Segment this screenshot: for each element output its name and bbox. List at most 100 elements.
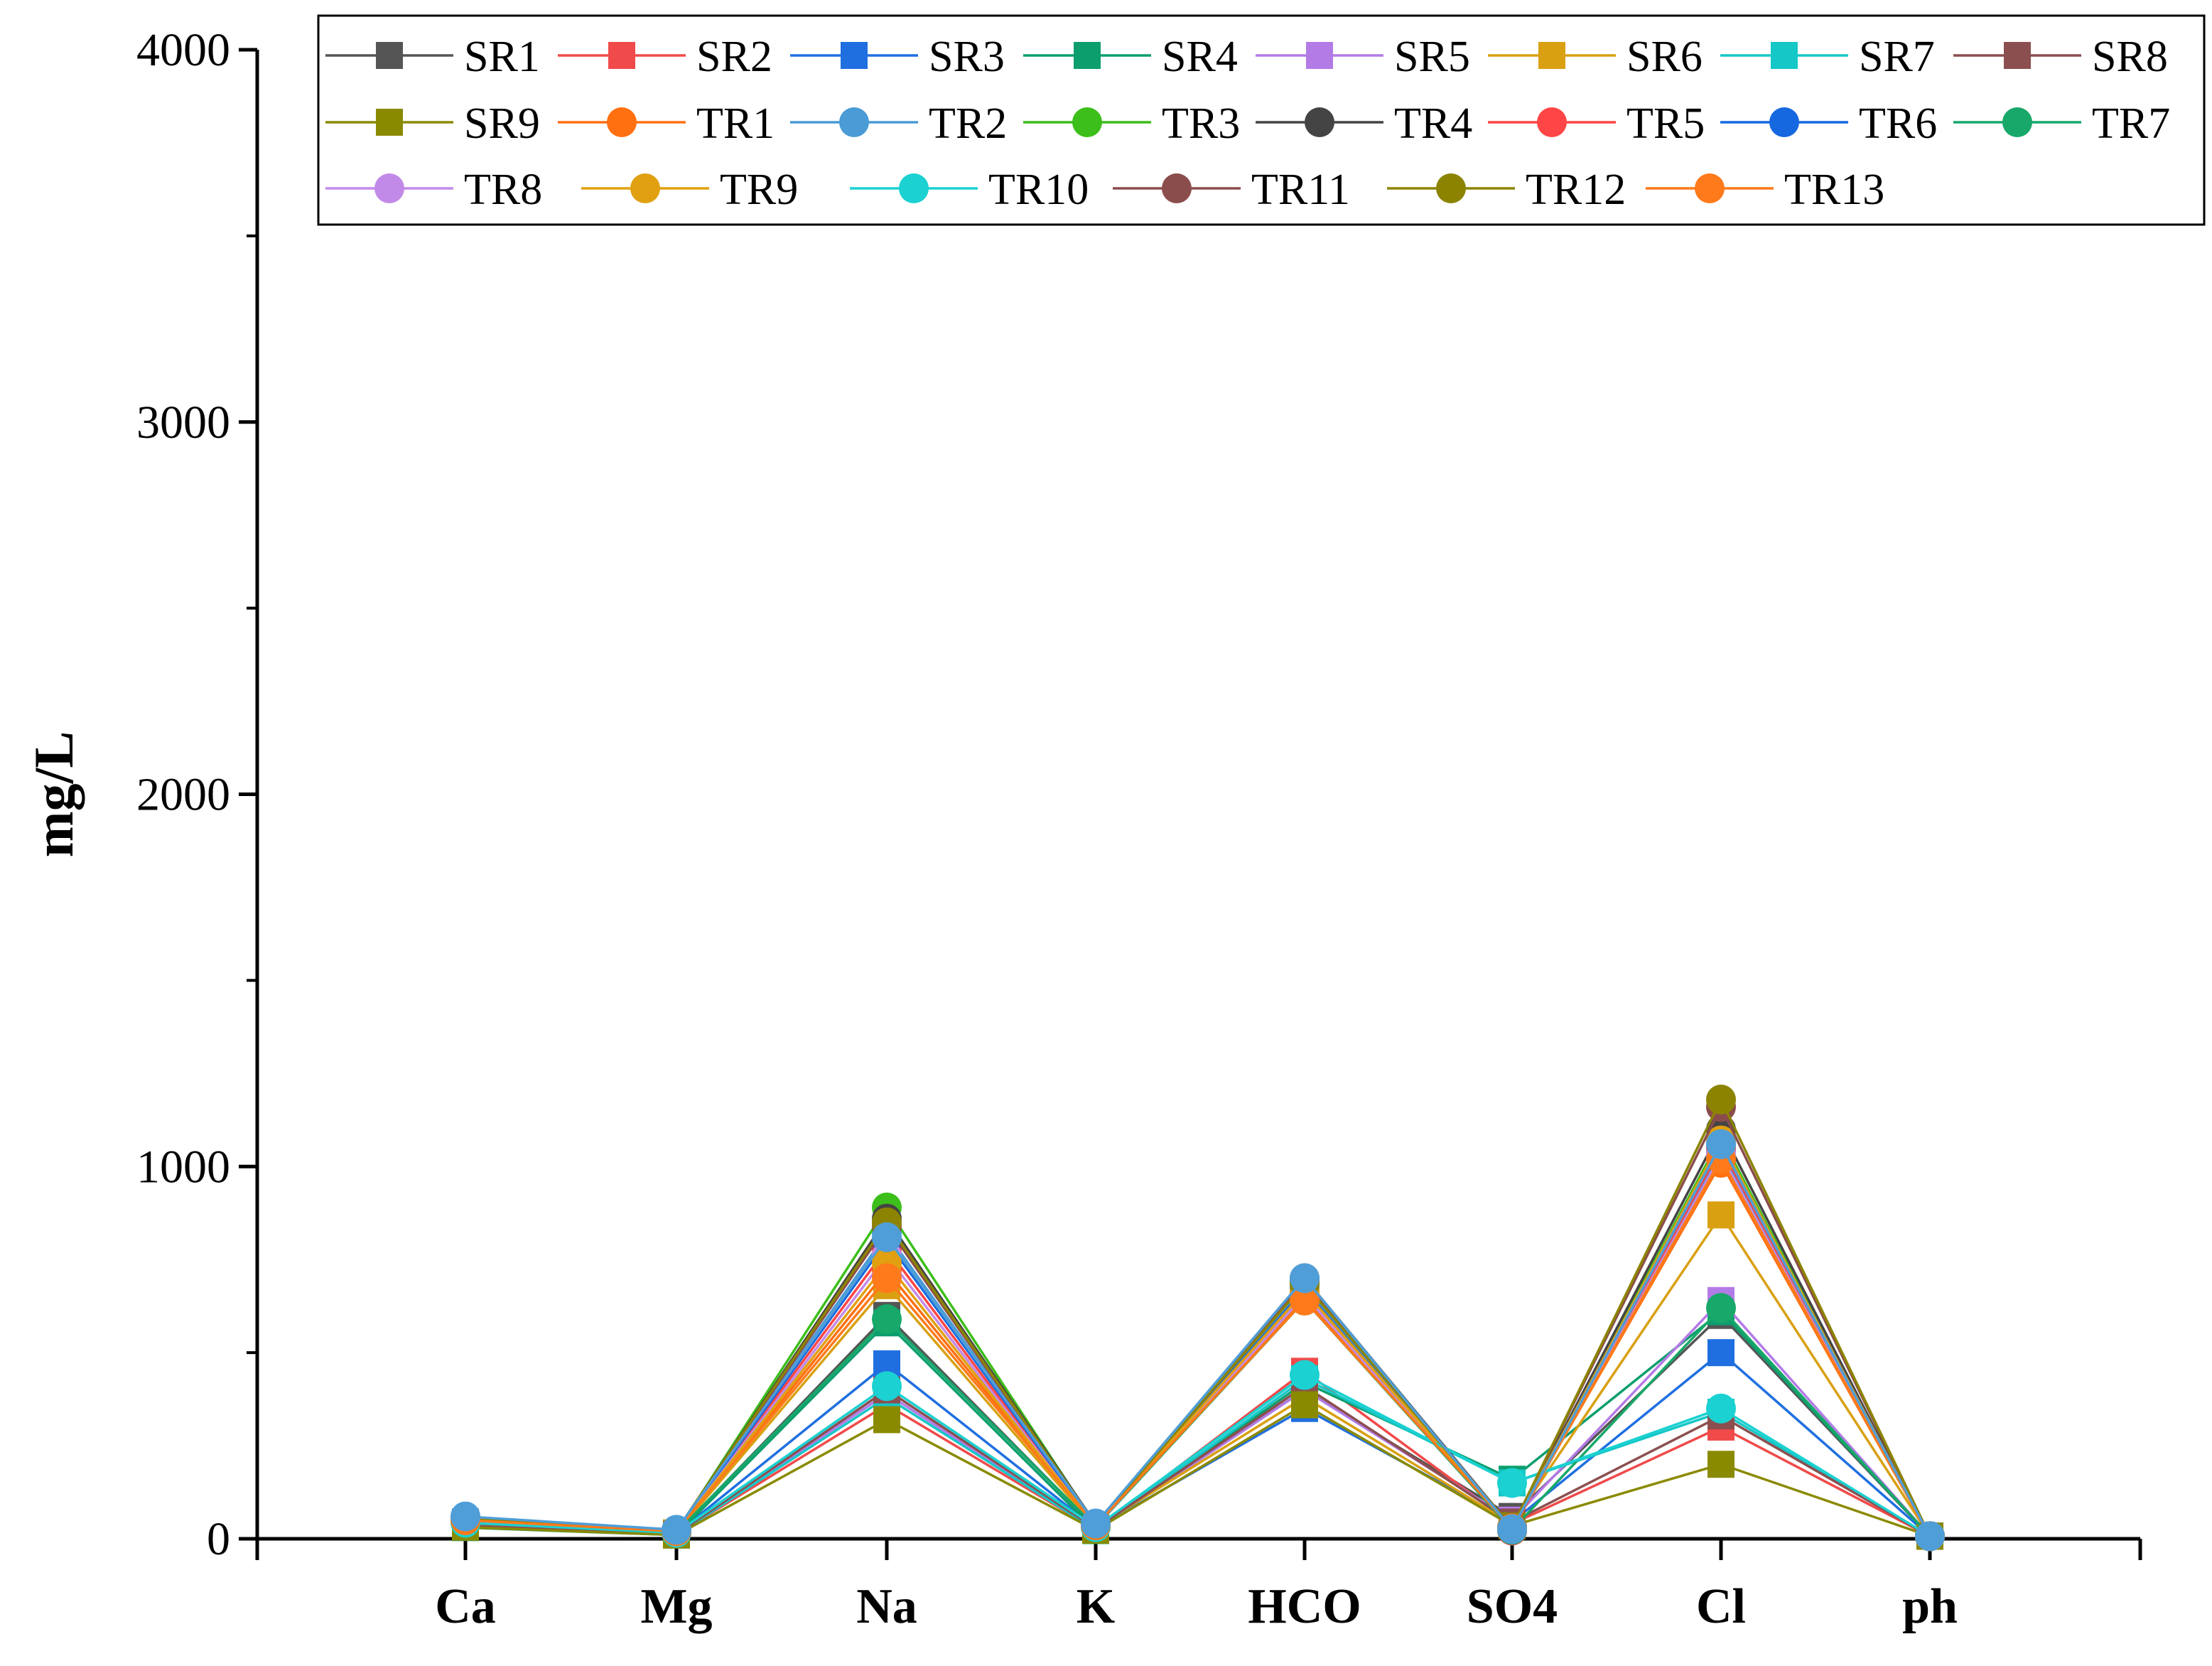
series-line <box>465 1373 1931 1537</box>
legend-marker <box>374 173 404 203</box>
legend-label: TR12 <box>1526 166 1626 214</box>
legend-marker <box>1074 42 1101 69</box>
legend-marker <box>1538 42 1565 69</box>
legend-label: TR7 <box>2092 100 2170 148</box>
data-point <box>1291 1391 1318 1419</box>
x-tick-label: HCO <box>1248 1579 1361 1634</box>
series-line <box>465 1158 1931 1537</box>
legend-label: TR4 <box>1394 100 1472 148</box>
legend-marker <box>1537 107 1567 137</box>
data-point <box>872 1304 902 1334</box>
legend-label: SR1 <box>464 33 540 81</box>
legend-item-tr11: TR11 <box>1113 166 1350 214</box>
data-point <box>1706 1084 1736 1114</box>
x-tick-label: Cl <box>1696 1579 1746 1634</box>
legend-label: TR9 <box>720 166 798 214</box>
data-point <box>1497 1514 1527 1544</box>
series-line <box>465 1385 1931 1537</box>
series-lines <box>451 1084 1945 1552</box>
x-tick-label: Na <box>856 1579 917 1634</box>
legend-item-tr13: TR13 <box>1646 166 1884 214</box>
x-tick-label: Ca <box>435 1579 496 1634</box>
legend-label: TR1 <box>696 100 775 148</box>
legend-label: TR2 <box>929 100 1007 148</box>
legend-label: TR11 <box>1251 166 1350 214</box>
series-line <box>465 1139 1931 1537</box>
data-point <box>1707 1339 1734 1367</box>
data-point <box>873 1406 900 1434</box>
series-line <box>465 1213 1931 1537</box>
data-point <box>1706 1393 1736 1424</box>
legend-label: TR10 <box>988 166 1089 214</box>
legend-marker <box>607 107 637 137</box>
legend-label: TR8 <box>464 166 542 214</box>
legend-marker <box>841 42 868 69</box>
data-point <box>872 1222 902 1252</box>
data-point <box>1706 1129 1736 1159</box>
series-line <box>465 1143 1931 1537</box>
series-tr9 <box>451 1125 1945 1552</box>
legend-item-tr3: TR3 <box>1023 100 1240 148</box>
legend-label: TR6 <box>1859 100 1937 148</box>
legend-item-sr6: SR6 <box>1488 33 1703 81</box>
data-point <box>872 1371 902 1402</box>
data-point <box>1707 1451 1734 1478</box>
legend-item-sr7: SR7 <box>1720 33 1935 81</box>
legend-label: SR8 <box>2092 33 2168 81</box>
legend-marker <box>1436 173 1466 203</box>
y-tick-label: 1000 <box>136 1141 230 1193</box>
legend-label: TR13 <box>1784 166 1884 214</box>
legend-marker <box>2002 107 2032 137</box>
data-point <box>1497 1468 1527 1498</box>
legend-label: SR6 <box>1626 33 1703 81</box>
legend-item-sr9: SR9 <box>325 100 540 148</box>
legend-item-tr10: TR10 <box>850 166 1089 214</box>
legend-item-tr9: TR9 <box>581 166 798 214</box>
legend-item-tr4: TR4 <box>1256 100 1472 148</box>
axes: 0 1000 2000 3000 4000 Ca Mg Na K HCO SO4 Cl ph mg/L <box>23 24 2142 1634</box>
legend-item-sr5: SR5 <box>1256 33 1470 81</box>
data-point <box>451 1501 480 1532</box>
series-line <box>465 1377 1931 1537</box>
y-tick-label: 3000 <box>136 397 230 448</box>
legend-label: SR3 <box>929 33 1005 81</box>
legend-marker <box>899 173 929 203</box>
legend-label: SR2 <box>696 33 772 81</box>
y-tick-label: 2000 <box>136 769 230 821</box>
legend-item-sr3: SR3 <box>790 33 1005 81</box>
legend-marker <box>1305 107 1334 137</box>
legend-label: SR4 <box>1162 33 1238 81</box>
data-point <box>872 1263 902 1294</box>
legend-label: TR3 <box>1162 100 1240 148</box>
data-point <box>1290 1285 1320 1316</box>
legend-label: SR7 <box>1859 33 1935 81</box>
series-tr14 <box>451 1129 1945 1552</box>
series-tr3 <box>451 1122 1945 1552</box>
legend-item-tr12: TR12 <box>1387 166 1626 214</box>
legend-item-tr8: TR8 <box>325 166 542 214</box>
data-point <box>1290 1263 1320 1294</box>
legend-marker <box>1771 42 1798 69</box>
legend-item-sr2: SR2 <box>558 33 772 81</box>
legend-marker <box>1162 173 1192 203</box>
y-tick-label: 0 <box>207 1513 230 1565</box>
x-tick-label: K <box>1077 1579 1115 1634</box>
series-line <box>465 1403 1931 1537</box>
legend-marker <box>1072 107 1102 137</box>
x-tick-label: SO4 <box>1467 1579 1558 1634</box>
legend-item-tr7: TR7 <box>1953 100 2170 148</box>
data-point <box>1290 1360 1320 1390</box>
legend-item-tr1: TR1 <box>558 100 775 148</box>
data-point <box>1707 1201 1734 1229</box>
legend-marker <box>608 42 635 69</box>
series-tr4 <box>451 1114 1945 1552</box>
legend-item-tr6: TR6 <box>1720 100 1937 148</box>
legend-item-tr2: TR2 <box>790 100 1007 148</box>
legend-item-sr4: SR4 <box>1023 33 1238 81</box>
data-point <box>1081 1508 1111 1539</box>
legend-marker <box>376 42 403 69</box>
legend-label: SR5 <box>1394 33 1470 81</box>
legend-marker <box>2004 42 2031 69</box>
data-point <box>1915 1521 1945 1552</box>
